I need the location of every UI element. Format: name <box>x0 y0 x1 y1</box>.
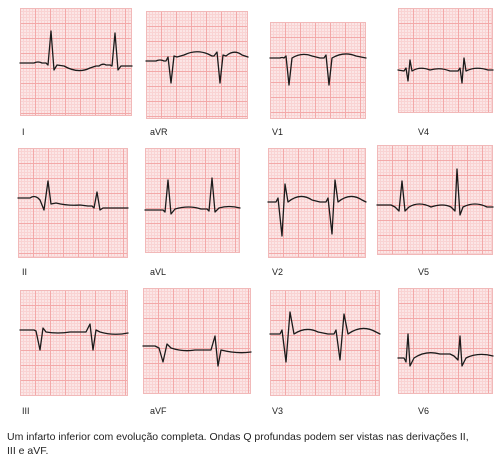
ecg-trace-aVR <box>145 51 249 84</box>
ecg-trace-V6 <box>397 333 494 367</box>
lead-label-V5: V5 <box>418 267 430 277</box>
ecg-trace-aVL <box>144 177 241 215</box>
lead-label-V4: V4 <box>418 127 430 137</box>
ecg-trace-V5 <box>376 168 494 216</box>
lead-label-III: III <box>22 406 30 416</box>
lead-label-V1: V1 <box>272 127 284 137</box>
ecg-panel-V5 <box>376 145 494 255</box>
lead-label-I: I <box>22 127 25 137</box>
ecg-trace-V3 <box>269 311 381 363</box>
lead-label-aVL: aVL <box>150 267 167 277</box>
ecg-panel-I <box>19 8 133 116</box>
ecg-trace-III <box>19 323 129 351</box>
lead-label-aVR: aVR <box>150 127 168 137</box>
lead-label-V2: V2 <box>272 267 284 277</box>
ecg-panel-V6 <box>397 288 494 394</box>
ecg-panel-V2 <box>267 148 367 258</box>
ecg-panel-V3 <box>269 290 381 396</box>
ecg-trace-aVF <box>142 335 252 367</box>
ecg-trace-II <box>17 180 129 211</box>
ecg-trace-V1 <box>269 53 367 86</box>
ecg-panel-V1 <box>269 22 367 119</box>
ecg-panel-V4 <box>397 8 494 113</box>
figure-caption: Um infarto inferior com evolução complet… <box>7 431 469 457</box>
ecg-panel-II <box>17 148 129 258</box>
ecg-panel-aVL <box>144 148 241 253</box>
ecg-panel-aVR <box>145 11 249 119</box>
lead-label-II: II <box>22 267 28 277</box>
ecg-panel-aVF <box>142 288 252 394</box>
ecg-trace-V4 <box>397 57 494 84</box>
ecg-trace-I <box>19 30 133 72</box>
ecg-panel-III <box>19 290 129 396</box>
lead-label-V6: V6 <box>418 406 430 416</box>
lead-label-V3: V3 <box>272 406 284 416</box>
ecg-trace-V2 <box>267 179 367 237</box>
lead-label-aVF: aVF <box>150 406 167 416</box>
